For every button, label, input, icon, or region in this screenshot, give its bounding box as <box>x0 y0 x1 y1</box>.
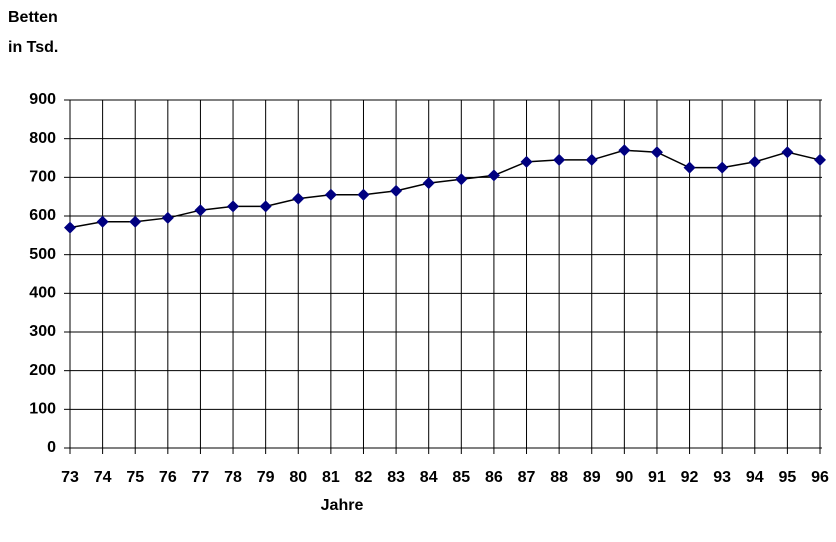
x-tick-label: 88 <box>550 469 568 486</box>
marker <box>194 204 207 217</box>
x-tick-label: 92 <box>681 469 699 486</box>
y-tick-label: 300 <box>29 323 56 340</box>
x-tick-label: 73 <box>61 469 79 486</box>
x-tick-label: 86 <box>485 469 503 486</box>
marker <box>259 200 272 213</box>
y-tick-label: 500 <box>29 246 56 263</box>
x-tick-label: 82 <box>355 469 373 486</box>
y-tick-label: 900 <box>29 91 56 108</box>
marker <box>227 200 240 213</box>
y-tick-label: 200 <box>29 362 56 379</box>
marker <box>292 192 305 205</box>
x-tick-label: 89 <box>583 469 601 486</box>
x-axis-title: Jahre <box>321 497 364 514</box>
marker <box>585 153 598 166</box>
marker <box>129 215 142 228</box>
marker <box>161 211 174 224</box>
marker <box>455 173 468 186</box>
x-tick-label: 95 <box>778 469 796 486</box>
x-tick-label: 91 <box>648 469 666 486</box>
x-tick-label: 81 <box>322 469 340 486</box>
marker <box>618 144 631 157</box>
marker <box>553 153 566 166</box>
marker <box>650 146 663 159</box>
x-tick-label: 80 <box>289 469 307 486</box>
y-tick-label: 0 <box>47 439 56 456</box>
x-tick-label: 87 <box>518 469 536 486</box>
x-tick-label: 84 <box>420 469 438 486</box>
marker <box>390 184 403 197</box>
x-tick-label: 94 <box>746 469 764 486</box>
marker <box>357 188 370 201</box>
x-tick-label: 85 <box>452 469 470 486</box>
marker <box>716 161 729 174</box>
x-tick-label: 79 <box>257 469 275 486</box>
marker <box>814 153 826 166</box>
y-tick-label: 700 <box>29 169 56 186</box>
x-tick-label: 83 <box>387 469 405 486</box>
y-tick-label: 400 <box>29 285 56 302</box>
y-axis-title: Betten <box>8 9 58 26</box>
x-tick-label: 75 <box>126 469 144 486</box>
marker <box>324 188 337 201</box>
marker <box>487 169 500 182</box>
marker <box>520 155 533 168</box>
y-tick-label: 600 <box>29 207 56 224</box>
marker <box>422 177 435 190</box>
marker <box>64 221 76 234</box>
x-tick-label: 74 <box>94 469 112 486</box>
marker <box>683 161 696 174</box>
y-tick-label: 100 <box>29 401 56 418</box>
y-tick-label: 800 <box>29 130 56 147</box>
marker <box>96 215 109 228</box>
x-tick-label: 78 <box>224 469 242 486</box>
x-tick-label: 76 <box>159 469 177 486</box>
x-tick-label: 93 <box>713 469 731 486</box>
x-tick-label: 96 <box>811 469 829 486</box>
x-tick-label: 77 <box>192 469 210 486</box>
marker <box>781 146 794 159</box>
marker <box>748 155 761 168</box>
y-axis-title: in Tsd. <box>8 39 58 56</box>
x-tick-label: 90 <box>615 469 633 486</box>
